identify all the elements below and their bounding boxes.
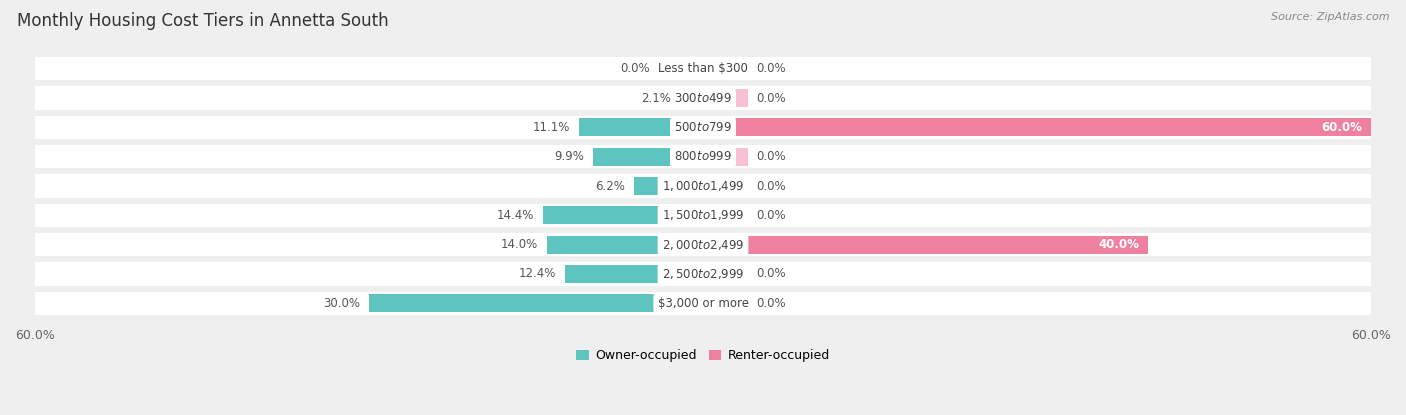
Bar (35, 204, 1371, 227)
Bar (35, 116, 1371, 139)
Bar (703, 89, 748, 107)
Text: 14.0%: 14.0% (501, 238, 538, 251)
Text: 60.0%: 60.0% (1322, 121, 1362, 134)
Text: $1,500 to $1,999: $1,500 to $1,999 (662, 208, 744, 222)
Bar (703, 60, 748, 78)
Bar (593, 148, 703, 166)
Text: 6.2%: 6.2% (595, 180, 626, 193)
Text: $2,000 to $2,499: $2,000 to $2,499 (662, 238, 744, 251)
Bar (35, 292, 1371, 315)
Text: 9.9%: 9.9% (554, 150, 583, 163)
Bar (703, 265, 748, 283)
Bar (703, 294, 748, 312)
Text: 0.0%: 0.0% (756, 62, 786, 75)
Text: 0.0%: 0.0% (756, 150, 786, 163)
Bar (703, 148, 748, 166)
Bar (35, 233, 1371, 256)
Text: 0.0%: 0.0% (756, 209, 786, 222)
Text: 0.0%: 0.0% (756, 297, 786, 310)
Bar (634, 177, 703, 195)
Bar (579, 118, 703, 137)
Bar (703, 206, 748, 225)
Text: 0.0%: 0.0% (620, 62, 650, 75)
Text: $800 to $999: $800 to $999 (673, 150, 733, 163)
Text: $500 to $799: $500 to $799 (673, 121, 733, 134)
Text: 0.0%: 0.0% (756, 92, 786, 105)
Bar (35, 86, 1371, 110)
Bar (35, 262, 1371, 286)
Bar (35, 174, 1371, 198)
Text: $2,500 to $2,999: $2,500 to $2,999 (662, 267, 744, 281)
Text: 12.4%: 12.4% (519, 268, 555, 281)
Text: 0.0%: 0.0% (756, 180, 786, 193)
Bar (658, 60, 703, 78)
Bar (703, 177, 748, 195)
Bar (703, 236, 1149, 254)
Text: Source: ZipAtlas.com: Source: ZipAtlas.com (1271, 12, 1389, 22)
Text: $1,000 to $1,499: $1,000 to $1,499 (662, 179, 744, 193)
Text: 2.1%: 2.1% (641, 92, 671, 105)
Text: 14.4%: 14.4% (496, 209, 534, 222)
Text: 40.0%: 40.0% (1098, 238, 1139, 251)
Legend: Owner-occupied, Renter-occupied: Owner-occupied, Renter-occupied (571, 344, 835, 367)
Bar (35, 145, 1371, 168)
Bar (35, 57, 1371, 81)
Text: 11.1%: 11.1% (533, 121, 571, 134)
Text: $300 to $499: $300 to $499 (673, 92, 733, 105)
Text: Monthly Housing Cost Tiers in Annetta South: Monthly Housing Cost Tiers in Annetta So… (17, 12, 388, 30)
Bar (547, 236, 703, 254)
Bar (565, 265, 703, 283)
Text: 30.0%: 30.0% (323, 297, 360, 310)
Bar (703, 118, 1371, 137)
Text: 0.0%: 0.0% (756, 268, 786, 281)
Text: $3,000 or more: $3,000 or more (658, 297, 748, 310)
Bar (679, 89, 703, 107)
Bar (368, 294, 703, 312)
Text: Less than $300: Less than $300 (658, 62, 748, 75)
Bar (543, 206, 703, 225)
